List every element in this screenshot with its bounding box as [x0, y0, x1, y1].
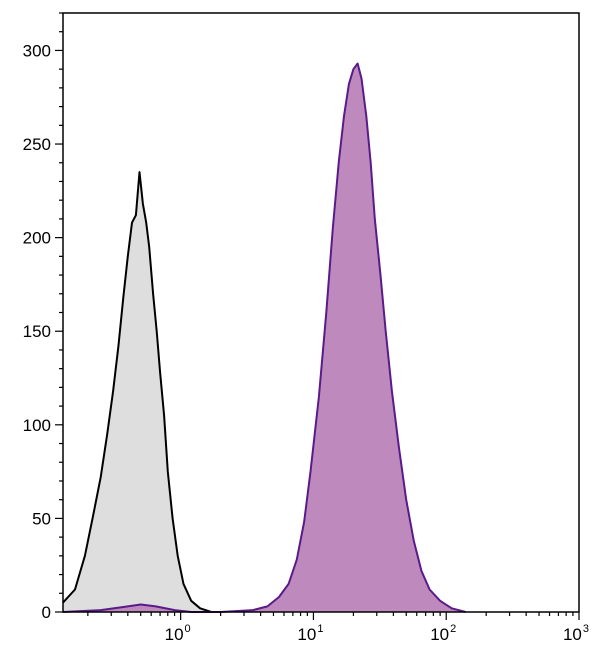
y-tick-label: 250 [23, 135, 51, 154]
y-tick-label: 300 [23, 41, 51, 60]
x-tick-label: 103 [563, 623, 589, 644]
y-tick-label: 200 [23, 229, 51, 248]
series-2-area [63, 63, 466, 612]
series-1-area [63, 172, 212, 612]
y-tick-label: 100 [23, 416, 51, 435]
series-layer [62, 62, 466, 613]
series-1-outline [62, 171, 212, 613]
y-tick-label: 0 [42, 603, 51, 622]
x-tick-label: 100 [165, 623, 191, 644]
x-tick-label: 102 [430, 623, 456, 644]
x-tick-label: 101 [297, 623, 323, 644]
y-tick-label: 50 [32, 509, 51, 528]
y-axis: 0 50 100 150 200 250 300 [23, 12, 63, 622]
y-tick-label: 150 [23, 322, 51, 341]
x-axis: 100 101 102 103 [87, 612, 589, 644]
